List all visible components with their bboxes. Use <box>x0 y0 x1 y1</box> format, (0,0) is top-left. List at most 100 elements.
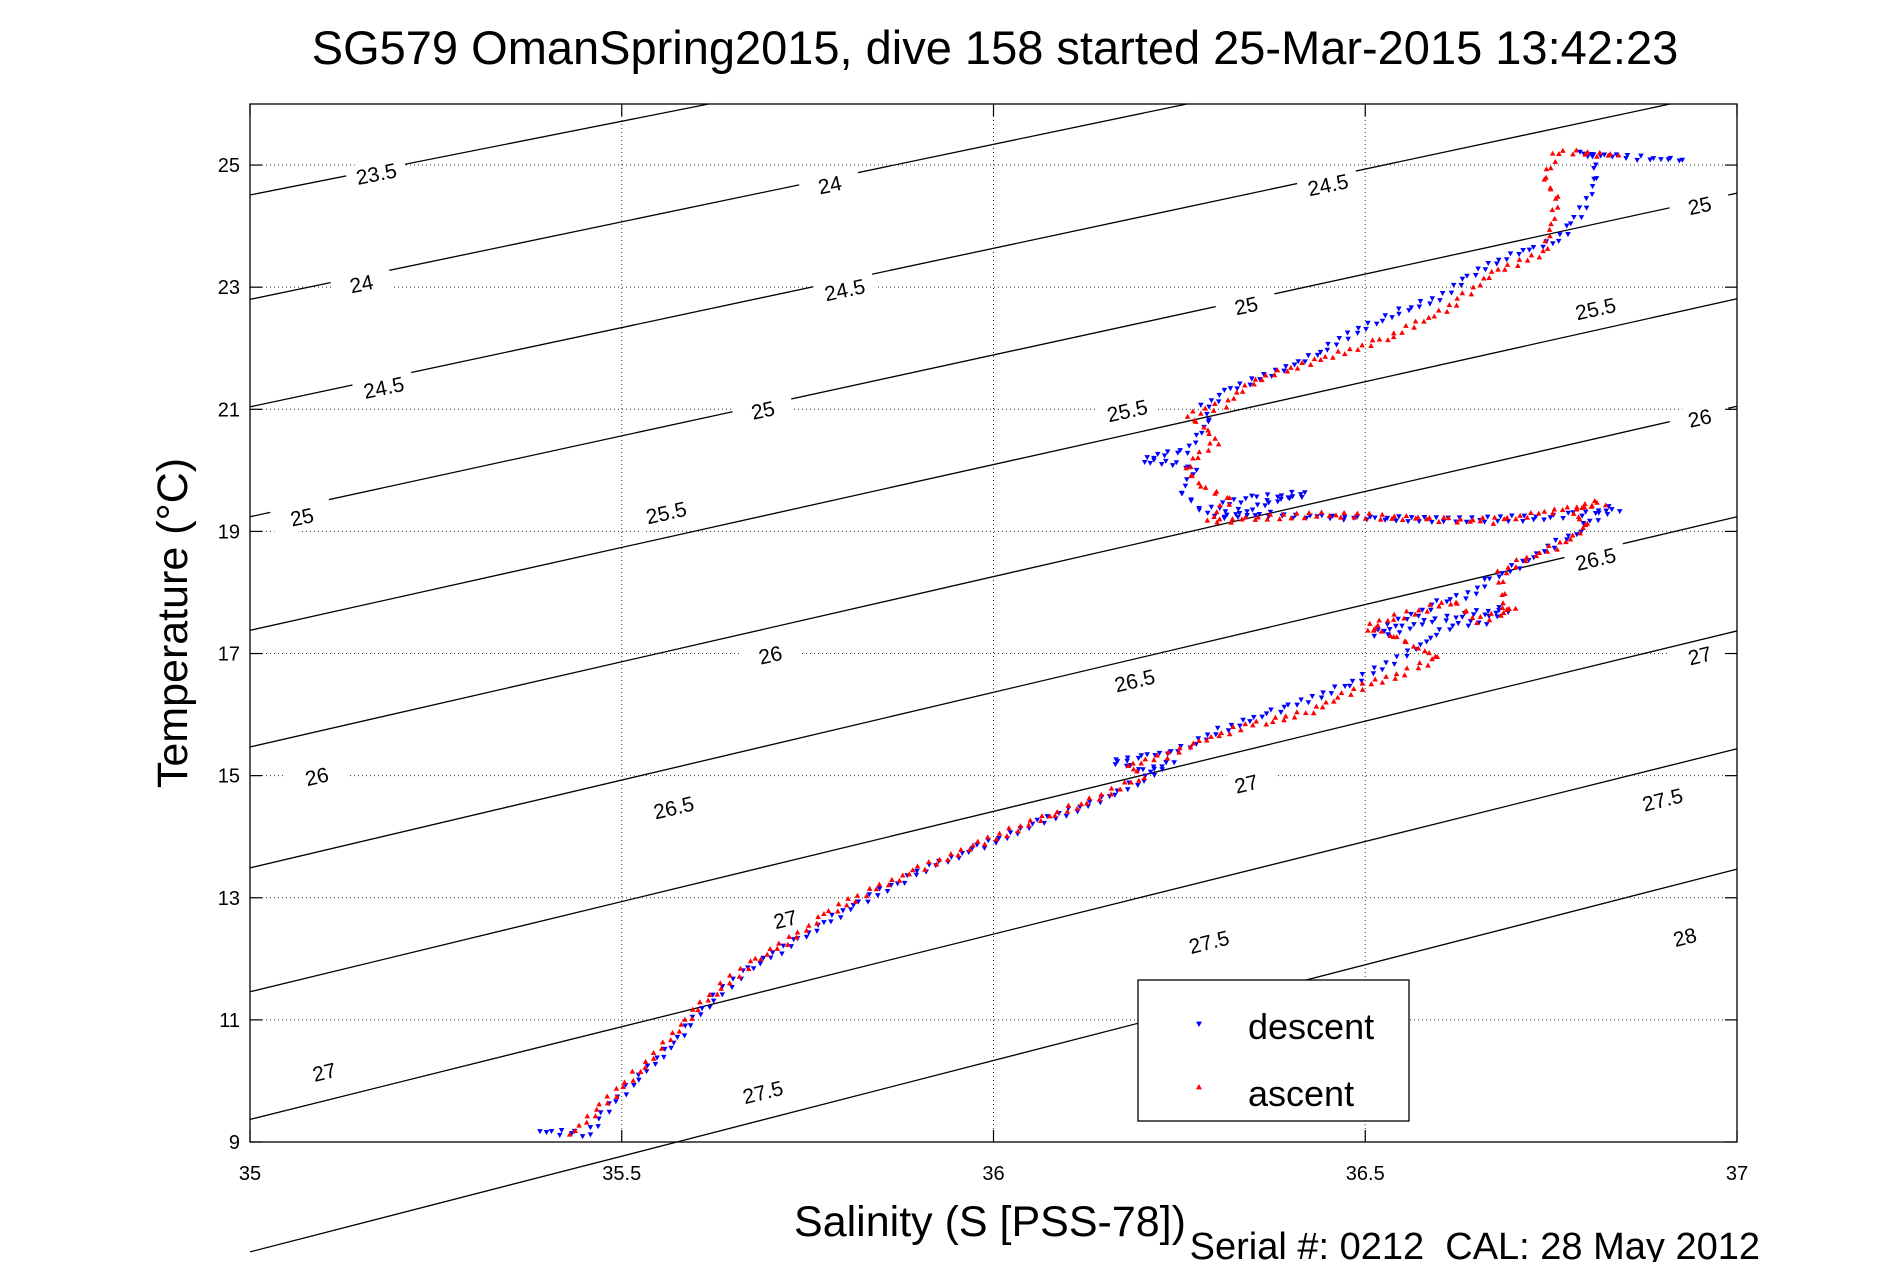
ascent-point <box>1402 638 1408 644</box>
descent-point <box>1472 273 1479 279</box>
descent-point <box>1227 386 1234 392</box>
y-tick-label: 17 <box>218 644 240 666</box>
descent-point <box>1613 152 1620 158</box>
descent-point <box>1373 321 1380 327</box>
descent-point <box>1168 749 1174 755</box>
y-tick-label: 19 <box>218 521 240 543</box>
descent-point <box>1171 760 1177 766</box>
descent-point <box>1493 261 1500 267</box>
descent-point <box>1475 266 1481 272</box>
descent-point <box>652 1061 659 1067</box>
ascent-point <box>1374 622 1381 628</box>
ascent-point <box>805 922 812 928</box>
descent-point <box>1216 392 1223 398</box>
descent-point <box>1383 660 1389 666</box>
ascent-point <box>1025 822 1032 828</box>
descent-point <box>1371 665 1378 671</box>
descent-point <box>1609 507 1615 513</box>
descent-point <box>1182 483 1189 489</box>
ascent-point <box>843 902 850 908</box>
ascent-point <box>1376 617 1382 623</box>
ascent-point <box>1190 455 1196 461</box>
contour-label-bg <box>1630 780 1695 820</box>
ascent-point <box>854 892 861 898</box>
ascent-point <box>747 958 754 964</box>
descent-point <box>1198 430 1205 436</box>
descent-point <box>1184 477 1190 483</box>
ascent-point <box>1215 441 1222 447</box>
ascent-point <box>1548 221 1554 227</box>
ascent-point <box>714 991 720 997</box>
ascent-point <box>1204 517 1211 523</box>
ascent-point <box>948 851 954 857</box>
ascent-point <box>1503 570 1510 576</box>
descent-point <box>1469 515 1475 521</box>
ascent-point <box>1108 785 1115 791</box>
ascent-point <box>697 999 703 1005</box>
ascent-point <box>966 846 973 852</box>
ascent-point <box>1130 760 1136 766</box>
descent-point <box>1371 633 1378 639</box>
descent-point <box>1142 773 1149 779</box>
descent-point <box>1427 635 1434 641</box>
descent-point <box>1638 153 1644 159</box>
descent-point <box>1354 330 1361 336</box>
ascent-point <box>1098 791 1105 797</box>
ascent-point <box>718 985 724 991</box>
ascent-point <box>1436 603 1442 609</box>
ascent-point <box>1217 502 1223 508</box>
descent-point <box>876 886 883 892</box>
ascent-point <box>1267 511 1274 517</box>
descent-point <box>1583 196 1590 202</box>
descent-point <box>1481 584 1488 590</box>
descent-point <box>1240 717 1246 723</box>
descent-point <box>1195 736 1202 742</box>
descent-point <box>1147 460 1154 466</box>
descent-point <box>1530 244 1537 250</box>
descent-point <box>1363 326 1369 332</box>
ascent-point <box>1570 151 1576 157</box>
descent-point <box>1285 495 1292 501</box>
ascent-point <box>863 893 870 899</box>
descent-point <box>1007 830 1014 836</box>
descent-point <box>1254 502 1261 508</box>
ascent-point <box>1415 645 1422 651</box>
ascent-point <box>1580 524 1586 530</box>
descent-point <box>558 1128 565 1134</box>
descent-point <box>1419 622 1426 628</box>
ascent-point <box>1594 153 1600 159</box>
descent-point <box>1372 515 1378 521</box>
ascent-point <box>1575 514 1582 520</box>
descent-point <box>1198 402 1204 408</box>
descent-point <box>730 976 736 982</box>
descent-point <box>1404 653 1410 659</box>
descent-point <box>1465 623 1472 629</box>
ascent-point <box>1577 530 1584 536</box>
descent-point <box>1281 368 1287 374</box>
contour-label: 24 <box>816 172 844 199</box>
descent-point <box>1193 432 1200 438</box>
ascent-point <box>1369 337 1376 343</box>
ascent-point <box>596 1101 602 1107</box>
descent-point <box>913 872 920 878</box>
ascent-point <box>650 1055 657 1061</box>
ascent-point <box>906 871 913 877</box>
ascent-point <box>1108 791 1114 797</box>
descent-point <box>1124 758 1130 764</box>
descent-point <box>1408 612 1414 618</box>
descent-point <box>1437 298 1443 304</box>
descent-point <box>1576 205 1583 211</box>
ascent-point <box>852 898 859 904</box>
y-tick-label: 23 <box>218 277 240 299</box>
ascent-point <box>1457 516 1464 522</box>
descent-point <box>1346 683 1353 689</box>
descent-point <box>668 1045 674 1051</box>
ascent-point <box>1288 515 1294 521</box>
ascent-point <box>593 1106 600 1112</box>
descent-point <box>1433 515 1440 521</box>
ascent-point <box>1573 506 1580 512</box>
descent-point <box>1601 152 1608 158</box>
ascent-point <box>1141 774 1148 781</box>
descent-point <box>1603 508 1609 514</box>
contour-label-bg <box>738 635 803 675</box>
